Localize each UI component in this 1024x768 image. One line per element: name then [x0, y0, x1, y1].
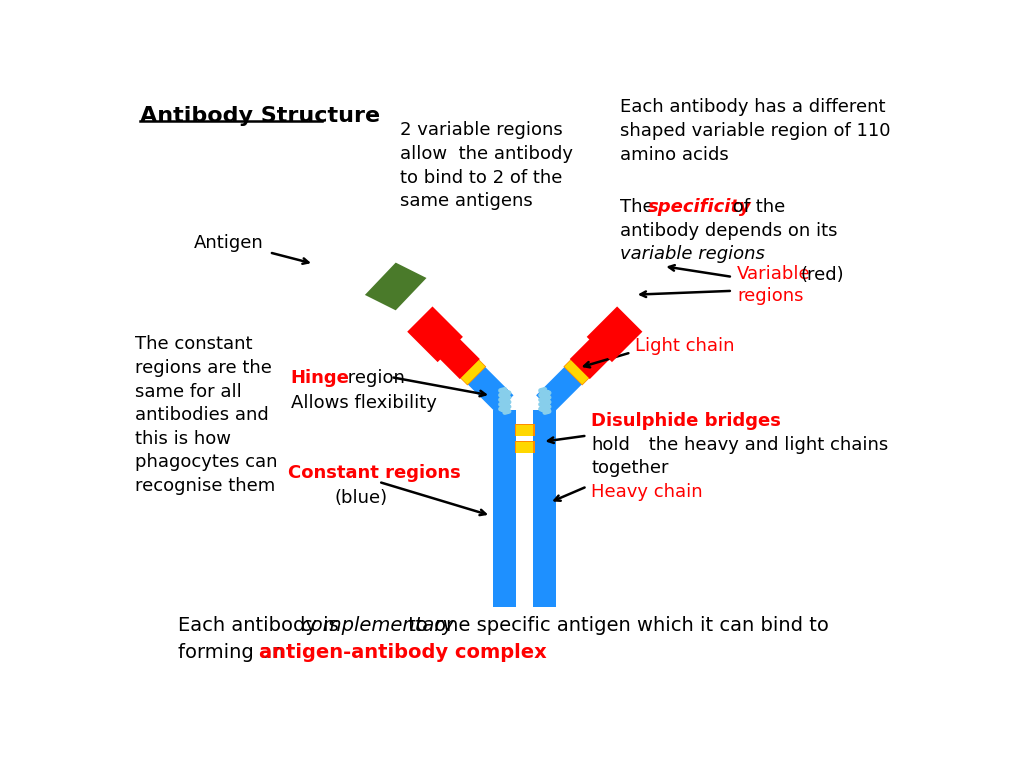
FancyBboxPatch shape	[516, 442, 534, 452]
Polygon shape	[460, 359, 486, 386]
Text: to one specific antigen which it can bind to: to one specific antigen which it can bin…	[401, 616, 828, 635]
FancyBboxPatch shape	[515, 441, 535, 453]
Text: 2 variable regions
allow  the antibody
to bind to 2 of the
same antigens: 2 variable regions allow the antibody to…	[400, 121, 573, 210]
Polygon shape	[417, 316, 480, 379]
FancyBboxPatch shape	[534, 410, 556, 607]
Text: Heavy chain: Heavy chain	[591, 483, 702, 502]
Text: Light chain: Light chain	[635, 337, 734, 356]
Text: Antigen: Antigen	[194, 234, 263, 252]
Text: (red): (red)	[801, 266, 844, 284]
Text: (blue): (blue)	[335, 488, 388, 507]
Text: together: together	[591, 458, 669, 477]
Polygon shape	[461, 360, 485, 384]
FancyBboxPatch shape	[515, 424, 535, 436]
Polygon shape	[442, 342, 513, 412]
Polygon shape	[563, 359, 590, 386]
Text: variable regions: variable regions	[620, 245, 764, 263]
Polygon shape	[564, 360, 589, 384]
FancyBboxPatch shape	[516, 425, 534, 435]
Text: Antibody Structure: Antibody Structure	[140, 106, 380, 126]
Text: hold: hold	[591, 435, 630, 454]
Text: Constant regions: Constant regions	[289, 464, 461, 482]
Text: the heavy and light chains: the heavy and light chains	[620, 435, 888, 454]
Text: The: The	[620, 198, 658, 217]
Text: Each antibody has a different
shaped variable region of 110
amino acids: Each antibody has a different shaped var…	[620, 98, 890, 164]
Text: Variable
regions: Variable regions	[737, 264, 811, 305]
Polygon shape	[365, 263, 427, 310]
Text: Allows flexibility: Allows flexibility	[291, 394, 436, 412]
Text: specificity: specificity	[648, 198, 752, 217]
Text: The constant
regions are the
same for all
antibodies and
this is how
phagocytes : The constant regions are the same for al…	[135, 336, 278, 495]
Polygon shape	[587, 306, 642, 362]
Text: Disulphide bridges: Disulphide bridges	[591, 412, 781, 431]
Text: region: region	[342, 369, 406, 387]
Polygon shape	[537, 342, 607, 412]
Text: complementary: complementary	[300, 616, 454, 635]
Text: antibody depends on its: antibody depends on its	[620, 221, 837, 240]
Text: Hinge: Hinge	[291, 369, 349, 387]
Polygon shape	[440, 339, 478, 377]
Text: antigen-antibody complex: antigen-antibody complex	[259, 644, 547, 663]
FancyBboxPatch shape	[494, 410, 516, 607]
Polygon shape	[571, 339, 609, 377]
Text: forming an: forming an	[178, 644, 291, 663]
Text: Each antibody is: Each antibody is	[178, 616, 345, 635]
Polygon shape	[408, 306, 463, 362]
Text: of the: of the	[727, 198, 785, 217]
Polygon shape	[569, 316, 633, 379]
